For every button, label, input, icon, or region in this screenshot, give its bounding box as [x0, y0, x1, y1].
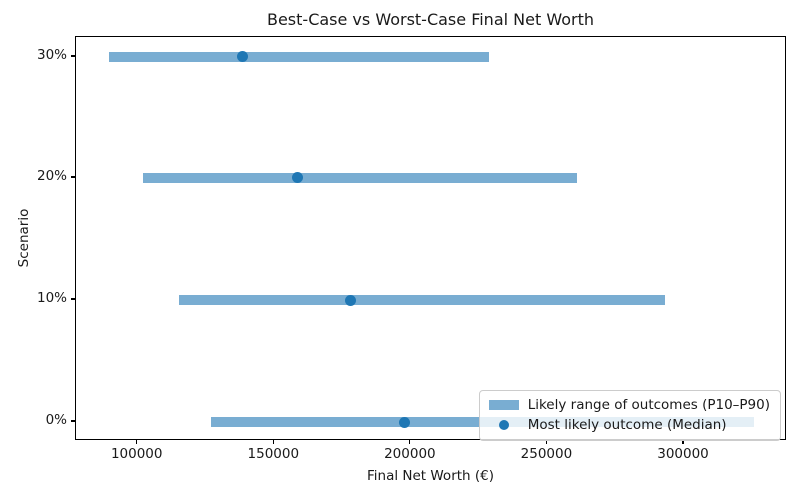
legend-item-median: Most likely outcome (Median): [489, 416, 770, 434]
range-bar: [143, 172, 578, 183]
x-tick-label: 150000: [247, 446, 300, 462]
y-tick-label: 20%: [36, 167, 67, 184]
x-axis-label: Final Net Worth (€): [366, 468, 495, 484]
y-tick-label: 30%: [36, 46, 67, 63]
y-tick-mark: [71, 420, 75, 422]
y-tick-mark: [71, 176, 75, 178]
legend-item-range: Likely range of outcomes (P10–P90): [488, 396, 770, 414]
y-tick-mark: [71, 55, 75, 57]
x-tick-label: 250000: [520, 446, 573, 462]
legend-label-median: Most likely outcome (Median): [527, 417, 727, 433]
median-dot-swatch: [498, 420, 509, 430]
x-tick-mark: [682, 440, 684, 444]
legend-label-range: Likely range of outcomes (P10–P90): [527, 397, 770, 413]
x-tick-mark: [272, 440, 274, 444]
x-tick-label: 200000: [384, 446, 436, 462]
x-tick-label: 100000: [110, 446, 163, 462]
y-tick-label: 0%: [45, 412, 67, 428]
y-tick-mark: [71, 298, 75, 300]
x-tick-mark: [409, 440, 411, 444]
median-dot: [237, 51, 249, 63]
legend: Likely range of outcomes (P10–P90) Most …: [478, 390, 781, 441]
y-tick-label: 10%: [36, 290, 67, 306]
median-dot-swatch-wrap: [489, 420, 519, 430]
x-tick-mark: [136, 440, 138, 444]
plot-area: [75, 36, 786, 440]
range-bar: [109, 51, 489, 62]
range-bar-swatch: [488, 400, 519, 410]
y-axis-label: Scenario: [16, 208, 32, 268]
median-dot: [292, 172, 304, 184]
x-tick-mark: [545, 440, 548, 444]
x-tick-label: 300000: [657, 446, 709, 462]
range-bar: [178, 295, 665, 305]
median-dot: [345, 294, 357, 306]
chart-title: Best-Case vs Worst-Case Final Net Worth: [266, 10, 594, 29]
median-dot: [398, 416, 410, 428]
